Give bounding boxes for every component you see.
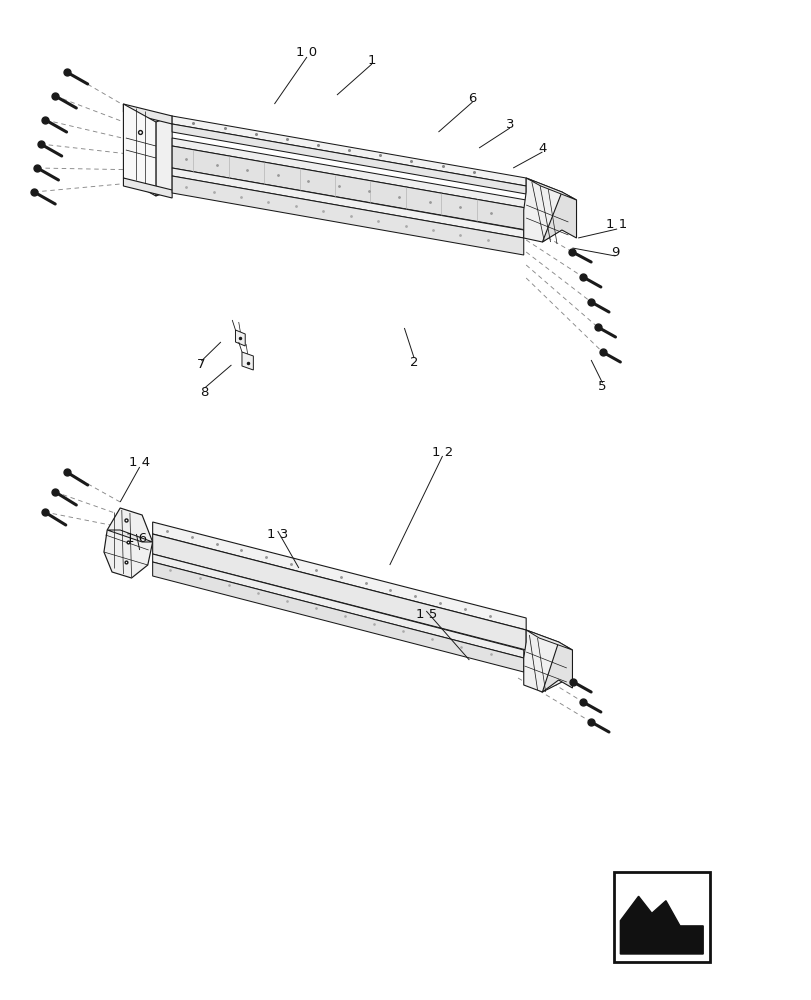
Polygon shape	[235, 330, 245, 346]
Polygon shape	[523, 178, 568, 242]
Text: 1 5: 1 5	[415, 608, 436, 621]
Polygon shape	[523, 630, 566, 692]
Text: 2: 2	[410, 356, 418, 368]
Polygon shape	[172, 124, 526, 194]
Text: 3: 3	[505, 117, 513, 130]
Polygon shape	[172, 146, 526, 230]
Polygon shape	[242, 352, 253, 370]
Polygon shape	[123, 178, 172, 198]
Polygon shape	[542, 642, 572, 692]
Bar	[613, 872, 709, 962]
Polygon shape	[172, 176, 523, 255]
Polygon shape	[104, 508, 152, 578]
Text: 1: 1	[367, 53, 375, 66]
Polygon shape	[620, 896, 702, 954]
Polygon shape	[172, 116, 526, 186]
Polygon shape	[152, 522, 526, 630]
Text: 1 2: 1 2	[431, 446, 453, 458]
Text: 1 0: 1 0	[296, 46, 317, 60]
Polygon shape	[526, 630, 572, 650]
Polygon shape	[152, 562, 523, 672]
Text: 7: 7	[197, 359, 205, 371]
Text: 6: 6	[468, 92, 476, 104]
Polygon shape	[107, 530, 152, 542]
Text: 1 4: 1 4	[129, 456, 150, 470]
Text: 1 3: 1 3	[267, 528, 288, 542]
Text: 5: 5	[598, 380, 606, 393]
Text: 1 1: 1 1	[606, 219, 627, 232]
Text: 1 6: 1 6	[126, 532, 147, 544]
Text: 8: 8	[200, 385, 208, 398]
Text: 9: 9	[611, 245, 619, 258]
Polygon shape	[156, 116, 172, 196]
Text: 4: 4	[538, 141, 546, 154]
Polygon shape	[123, 104, 172, 124]
Polygon shape	[542, 192, 576, 242]
Polygon shape	[172, 138, 526, 208]
Polygon shape	[526, 178, 576, 200]
Polygon shape	[123, 104, 156, 196]
Polygon shape	[152, 554, 523, 658]
Polygon shape	[172, 168, 523, 238]
Polygon shape	[152, 534, 526, 650]
